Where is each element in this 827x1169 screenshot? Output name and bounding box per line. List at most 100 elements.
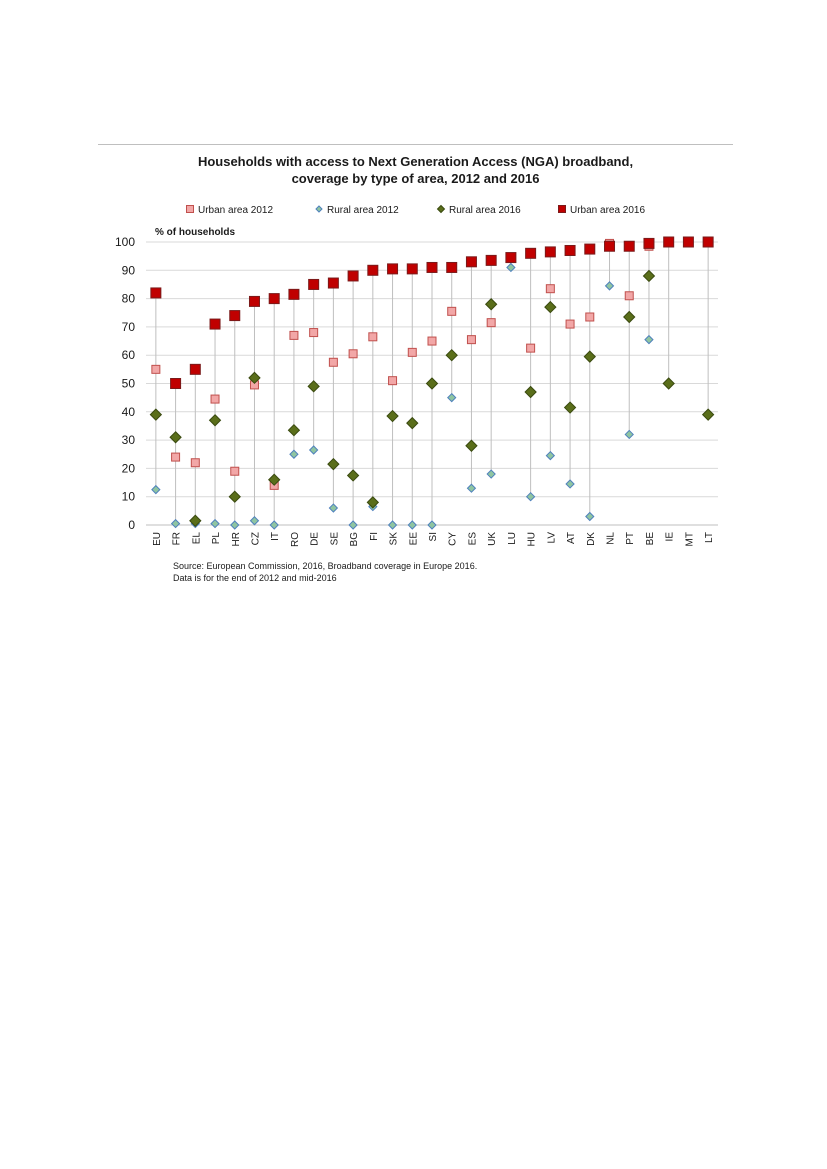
data-point (701, 408, 715, 421)
data-point (328, 357, 338, 367)
data-point (465, 439, 478, 452)
x-tick-label: EE (408, 532, 419, 546)
data-point (268, 293, 280, 305)
x-tick-label: FR (172, 532, 183, 545)
data-point (346, 469, 360, 482)
data-point (230, 520, 240, 530)
y-tick-label: 100 (115, 235, 135, 249)
data-point (169, 431, 182, 444)
data-point (307, 380, 320, 393)
x-tick-label: NL (606, 532, 617, 545)
legend-label: Urban area 2012 (198, 205, 273, 216)
data-point (525, 491, 536, 502)
legend-label: Rural area 2016 (449, 205, 521, 216)
data-point (406, 416, 419, 430)
data-point (544, 300, 557, 314)
x-tick-label: LU (507, 532, 518, 545)
data-point (623, 240, 635, 252)
y-tick-label: 50 (122, 377, 136, 391)
data-point (663, 236, 675, 248)
data-point (368, 332, 378, 342)
data-point (486, 469, 496, 479)
source-note: Source: European Commission, 2016, Broad… (173, 560, 477, 584)
data-point (150, 287, 162, 299)
data-point (624, 429, 634, 440)
legend-label: Rural area 2012 (327, 205, 399, 216)
data-point (407, 347, 417, 357)
data-point (447, 392, 457, 403)
data-point (682, 236, 694, 248)
x-tick-label: DE (310, 532, 321, 546)
data-point (662, 377, 675, 390)
chart-title: Households with access to Next Generatio… (98, 153, 733, 187)
data-point (327, 457, 340, 471)
data-point (425, 377, 439, 390)
x-tick-label: IT (270, 532, 281, 541)
data-point (190, 458, 200, 468)
data-point (406, 263, 418, 275)
data-point (585, 312, 595, 322)
data-point (544, 246, 556, 258)
x-tick-label: PL (211, 532, 222, 545)
data-point (210, 394, 220, 404)
data-points (149, 236, 715, 530)
data-point (228, 490, 241, 503)
data-point (170, 518, 181, 529)
data-point (623, 310, 636, 324)
x-tick-label: HR (231, 532, 242, 546)
data-point (466, 335, 476, 345)
data-point (348, 520, 358, 530)
data-point (189, 514, 202, 527)
data-point (308, 445, 319, 455)
data-point (447, 306, 457, 316)
data-point (485, 254, 497, 266)
top-rule (98, 144, 733, 145)
x-tick-label: BE (645, 532, 656, 546)
data-point (564, 244, 576, 256)
data-point (584, 243, 596, 255)
series-rural-area-2012 (151, 262, 654, 530)
data-point (289, 330, 299, 340)
data-point (348, 349, 358, 359)
data-point (545, 450, 556, 461)
data-point (583, 350, 597, 363)
data-point (386, 409, 399, 423)
x-tick-label: EL (191, 532, 202, 545)
series-urban-area-2016 (150, 236, 714, 389)
data-point (526, 343, 536, 353)
legend: Urban area 2012 Rural area 2012 Rural area… (186, 204, 645, 216)
legend-marker (186, 205, 194, 213)
y-tick-label: 40 (122, 405, 136, 419)
data-point (170, 378, 182, 389)
data-note-line: Data is for the end of 2012 and mid-2016 (173, 573, 337, 583)
data-point (387, 520, 398, 530)
y-axis-ticks: 0 10 20 30 40 50 60 70 80 90 100 (115, 235, 135, 532)
data-point (149, 408, 163, 421)
data-point (210, 518, 220, 529)
data-point (427, 520, 437, 530)
x-tick-label: RO (290, 532, 301, 547)
data-point (327, 277, 339, 289)
data-point (267, 473, 281, 486)
x-tick-label: FI (369, 532, 380, 541)
legend-marker (436, 204, 446, 214)
x-tick-label: ES (467, 532, 478, 546)
data-point (309, 328, 319, 338)
data-point (565, 479, 575, 489)
data-point (287, 423, 301, 437)
data-point (702, 236, 714, 248)
data-point (465, 256, 477, 268)
data-point (624, 291, 634, 301)
data-point (209, 318, 221, 330)
data-point (506, 262, 516, 273)
data-point (289, 449, 299, 459)
data-point (229, 310, 241, 322)
x-tick-label: HU (527, 532, 538, 546)
data-point (388, 376, 398, 386)
chart-title-line1: Households with access to Next Generatio… (197, 154, 634, 169)
legend-marker (558, 205, 566, 213)
data-point (288, 288, 300, 300)
x-tick-label: PT (625, 532, 636, 545)
data-point (407, 520, 417, 530)
y-tick-label: 20 (122, 461, 136, 475)
